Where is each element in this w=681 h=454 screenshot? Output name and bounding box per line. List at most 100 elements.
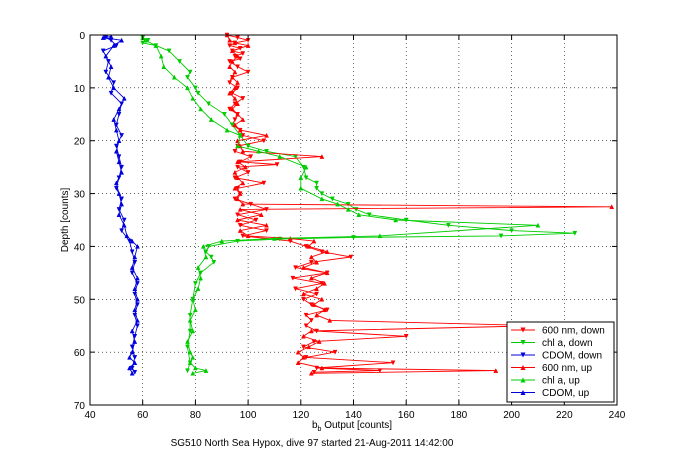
legend-entry: 600 nm, down xyxy=(511,326,605,337)
data-point xyxy=(187,69,193,75)
data-point xyxy=(253,217,259,223)
data-point xyxy=(229,122,235,128)
legend-label: chl a, down xyxy=(542,338,593,349)
data-point xyxy=(493,368,499,373)
data-point xyxy=(319,154,325,159)
data-point xyxy=(227,59,233,64)
data-point xyxy=(235,196,240,202)
data-point xyxy=(158,53,164,59)
x-tick-label: 60 xyxy=(137,410,149,421)
data-point xyxy=(301,291,306,297)
data-point xyxy=(111,117,117,122)
data-point xyxy=(243,164,248,170)
data-point xyxy=(235,175,240,180)
data-point xyxy=(142,37,148,43)
data-point xyxy=(190,296,196,302)
data-point xyxy=(245,233,251,239)
y-tick-label: 70 xyxy=(74,401,86,412)
data-point xyxy=(245,143,251,149)
series-line-chl-a-down xyxy=(141,37,575,371)
series-cdom-up xyxy=(100,34,140,376)
data-point xyxy=(195,90,201,96)
data-point xyxy=(106,74,111,80)
data-point xyxy=(108,64,114,69)
data-point xyxy=(119,201,125,207)
data-point xyxy=(303,323,309,329)
x-tick-label: 120 xyxy=(292,410,309,421)
data-point xyxy=(245,170,251,175)
data-point xyxy=(314,291,320,297)
series-line-600-nm-down xyxy=(226,34,407,373)
data-point xyxy=(235,80,240,85)
data-point xyxy=(390,360,396,366)
data-point xyxy=(192,85,198,91)
legend-marker xyxy=(520,377,526,383)
data-point xyxy=(227,43,233,49)
data-point xyxy=(237,191,243,196)
legend-marker xyxy=(520,327,526,333)
data-point xyxy=(145,38,151,43)
data-point xyxy=(208,254,214,260)
data-point xyxy=(166,48,172,54)
data-point xyxy=(116,112,122,117)
data-point xyxy=(232,101,238,107)
data-point xyxy=(135,243,140,249)
data-point xyxy=(113,180,119,186)
data-point xyxy=(232,69,238,75)
y-tick-label: 20 xyxy=(74,137,86,148)
x-tick-label: 40 xyxy=(84,410,96,421)
data-point xyxy=(129,238,135,244)
data-point xyxy=(237,228,243,233)
data-point xyxy=(127,354,132,360)
data-point xyxy=(232,40,238,46)
data-point xyxy=(330,196,335,202)
data-point xyxy=(235,159,240,165)
data-point xyxy=(129,365,135,371)
data-point xyxy=(221,112,227,117)
data-point xyxy=(240,201,246,207)
data-point xyxy=(192,365,198,371)
data-point xyxy=(224,127,230,133)
data-point xyxy=(229,58,235,64)
data-point xyxy=(111,85,117,91)
x-tick-label: 180 xyxy=(451,410,468,421)
data-point xyxy=(190,328,196,334)
data-point xyxy=(121,222,127,228)
data-point xyxy=(135,275,140,281)
data-point xyxy=(237,127,243,133)
legend-label: 600 nm, down xyxy=(542,326,605,337)
data-point xyxy=(235,111,240,117)
data-point xyxy=(240,148,246,154)
data-point xyxy=(192,307,198,313)
data-point xyxy=(308,370,314,376)
data-point xyxy=(232,117,238,123)
x-tick-label: 140 xyxy=(345,410,362,421)
legend-label: chl a, up xyxy=(542,376,580,387)
data-point xyxy=(132,355,138,360)
data-point xyxy=(240,96,246,101)
data-point xyxy=(235,53,240,59)
data-point xyxy=(111,80,117,86)
data-point xyxy=(116,106,122,112)
data-point xyxy=(116,138,122,143)
x-tick-label: 240 xyxy=(609,410,626,421)
data-point xyxy=(264,222,269,228)
data-point xyxy=(187,317,193,323)
data-point xyxy=(235,143,240,149)
data-point xyxy=(198,106,204,112)
data-point xyxy=(103,69,109,75)
data-point xyxy=(609,204,615,210)
x-tick-label: 100 xyxy=(240,410,257,421)
data-point xyxy=(119,133,125,138)
data-point xyxy=(235,85,240,91)
data-point xyxy=(227,106,233,112)
data-point xyxy=(129,249,135,255)
data-point xyxy=(119,169,125,175)
data-point xyxy=(237,206,243,212)
data-point xyxy=(203,368,209,373)
data-point xyxy=(171,74,177,80)
data-point xyxy=(232,122,238,128)
data-point xyxy=(111,43,117,48)
data-point xyxy=(161,64,167,69)
